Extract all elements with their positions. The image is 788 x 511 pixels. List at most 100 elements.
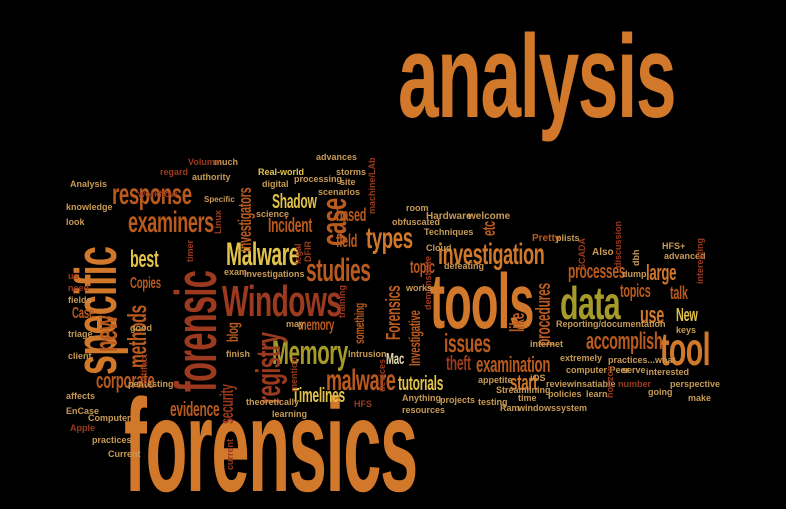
word-evidence: evidence <box>170 399 220 421</box>
word-hfs-plus: HFS+ <box>662 241 686 251</box>
word-best: best <box>130 246 159 273</box>
word-shadow: Shadow <box>272 191 317 213</box>
word-finish: finish <box>226 349 250 359</box>
word-computer: Computer <box>88 413 131 423</box>
word-streamlining: Streamlining <box>496 385 551 395</box>
word-practices-what: practices...what <box>608 355 676 365</box>
word-learn: learn <box>586 389 608 399</box>
word-serve: serve <box>622 365 646 375</box>
word-exam: exam <box>224 267 248 277</box>
word-look: look <box>66 217 85 227</box>
word-field: field <box>336 231 358 251</box>
word-storms: storms <box>336 167 367 177</box>
word-practices: practices <box>92 435 132 445</box>
word-make: make <box>688 393 712 403</box>
word-encase: EnCase <box>66 406 100 416</box>
word-policies: policies <box>548 389 582 399</box>
word-dfir: DFIR <box>303 241 313 262</box>
word-works: works <box>406 283 433 293</box>
word-accomplish: accomplish <box>586 328 663 355</box>
word-corporate: corporate <box>96 368 155 393</box>
word-memory: memory <box>298 317 335 334</box>
word-analysis-small: Analysis <box>70 179 108 189</box>
word-windows-large: Windows <box>222 277 342 326</box>
word-resources: resources <box>402 405 446 415</box>
word-going: going <box>648 387 673 397</box>
word-response: response <box>112 178 192 211</box>
word-anything: Anything <box>402 393 441 403</box>
word-processes: processes <box>568 261 626 283</box>
word-based: based <box>336 205 367 225</box>
word-pentesting: pentesting <box>128 379 174 389</box>
word-investigative: Investigative <box>407 310 424 366</box>
word-site: site <box>340 177 356 187</box>
word-number: number <box>618 379 652 389</box>
word-knowledge: knowledge <box>66 202 113 212</box>
word-extremely: extremely <box>560 353 603 363</box>
word-insatiable: insatiable <box>574 379 616 389</box>
word-machine-lab: machine/LAb <box>367 157 377 214</box>
word-authority: authority <box>192 172 231 182</box>
word-volume: Volume <box>188 157 220 167</box>
word-may: may <box>286 319 305 329</box>
word-talk: talk <box>670 283 688 303</box>
word-projects: projects <box>440 395 476 405</box>
word-malware: malware <box>326 364 396 397</box>
word-studies: studies <box>306 252 371 288</box>
word-timer: timer <box>185 239 195 262</box>
word-procedures: procedures <box>533 283 555 346</box>
word-time: time <box>518 393 537 403</box>
word-security: security <box>217 384 237 424</box>
word-tool: tool <box>660 323 711 375</box>
word-theoretically: theoretically <box>246 397 300 407</box>
word-case-small: Case <box>72 305 95 322</box>
word-investigation: investigation <box>438 238 545 271</box>
word-theft: theft <box>446 353 471 375</box>
word-devices: devices <box>377 358 387 392</box>
word-keys: keys <box>676 325 697 335</box>
word-tools: tools <box>430 257 534 345</box>
word-types: types <box>366 222 413 255</box>
word-legal: legal <box>293 243 303 264</box>
word-artifact: artifact <box>139 353 149 384</box>
word-regard: regard <box>160 167 189 177</box>
word-pretty: Pretty <box>532 233 561 244</box>
word-internet: internet <box>530 339 564 349</box>
word-incident: Incident <box>268 215 313 237</box>
word-good: good <box>130 323 152 333</box>
word-registry: registry <box>250 332 288 404</box>
word-mac: Mac <box>386 351 405 368</box>
word-linux: Linux <box>213 210 223 234</box>
word-specific-small: Specific <box>204 195 235 204</box>
word-dump: dump <box>622 269 647 279</box>
word-review: review <box>546 379 575 389</box>
word-examination: examination <box>476 352 551 377</box>
word-workflow: workflow <box>138 189 178 199</box>
word-science: science <box>256 209 290 219</box>
word-learning: learning <box>272 409 308 419</box>
word-room: room <box>406 203 429 213</box>
word-system: system <box>556 403 588 413</box>
word-processing: processing <box>294 174 343 184</box>
word-appetite: appetite <box>478 375 513 385</box>
word-defeating: defeating <box>444 261 485 271</box>
word-memory-large: Memory <box>272 334 348 372</box>
word-topics: topics <box>620 281 651 301</box>
word-analysis: analysis <box>398 11 677 143</box>
word-discussion: discussion <box>613 220 623 268</box>
word-start: start <box>510 370 538 395</box>
word-current: Current <box>108 449 141 459</box>
word-training: training <box>337 285 347 318</box>
word-large: large <box>646 260 677 285</box>
word-perspective: perspective <box>670 379 721 389</box>
word-reporting: Reporting/documentation <box>556 319 666 329</box>
word-like: like <box>507 312 529 332</box>
word-etc: etc <box>479 221 499 236</box>
word-advances: advances <box>316 152 358 162</box>
word-apple: Apple <box>70 423 96 433</box>
word-intrusion: Intrusion <box>348 349 387 359</box>
word-plists: plists <box>556 233 580 243</box>
word-affects: affects <box>66 391 96 401</box>
word-triage: triage <box>68 329 93 339</box>
word-also: Also <box>592 247 614 258</box>
